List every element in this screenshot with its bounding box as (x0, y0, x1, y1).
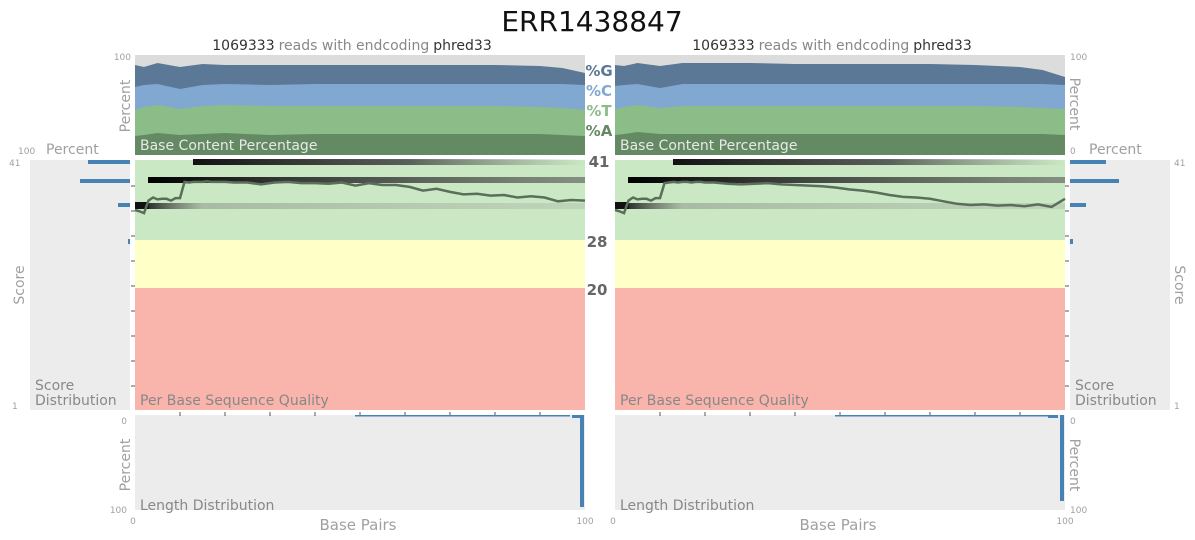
x-100-tick: 100 (576, 517, 593, 527)
length-label: Length Distribution (620, 498, 754, 514)
threshold-28-label: 28 (587, 233, 608, 251)
length-100-tick: 100 (110, 506, 127, 516)
score-41-tick: 41 (1174, 159, 1185, 169)
base-area-a (615, 132, 1065, 155)
quality-good-zone (135, 160, 585, 240)
quality-quantile-band (135, 202, 149, 209)
score-dist-bar (88, 160, 130, 164)
score-distribution-bg (1070, 160, 1170, 410)
quality-y-ticks (1065, 185, 1069, 387)
score-dist-bar (1070, 179, 1119, 183)
score-axis-label: Score (1171, 265, 1187, 304)
score-1-tick: 1 (12, 402, 18, 412)
quality-quantile-band (628, 177, 1065, 183)
read-encoding: phred33 (433, 38, 492, 54)
base-content-chart (615, 63, 1065, 155)
x-0-tick: 0 (130, 517, 136, 527)
score-axis-label: Score (12, 265, 28, 304)
score-distribution-bg (30, 160, 130, 410)
read-encoding: phred33 (913, 38, 972, 54)
length-distribution-bg (135, 415, 585, 510)
legend-t: %T (586, 102, 612, 120)
percent-100-tick: 100 (114, 53, 131, 63)
threshold-41-label: 41 (589, 153, 610, 171)
base-content-label: Base Content Percentage (620, 138, 797, 154)
base-content-chart (135, 63, 585, 155)
quality-good-zone (615, 160, 1065, 240)
quality-quantile-band (615, 202, 629, 209)
quality-label: Per Base Sequence Quality (620, 393, 809, 409)
score-dist-percent-label: Percent (46, 142, 99, 158)
length-0-tick: 0 (121, 417, 127, 427)
score-41-tick: 41 (9, 159, 20, 169)
read-info-left: 1069333 reads with endcoding phred33 (212, 38, 492, 54)
quality-quantile-band (135, 203, 585, 209)
percent-axis-label: Percent (118, 79, 134, 132)
percent-100-tick: 100 (1070, 53, 1087, 63)
score-dist-bar (1070, 203, 1086, 207)
quality-ok-zone (615, 240, 1065, 288)
score-dist-bar (80, 179, 130, 183)
quality-quantile-band (615, 203, 1065, 209)
base-content-label: Base Content Percentage (140, 138, 317, 154)
length-dist-baseline (835, 415, 1050, 417)
report-title: ERR1438847 (501, 5, 682, 38)
percent-axis-label: Percent (1066, 78, 1082, 131)
score-dist-bar (1070, 239, 1073, 244)
quality-ok-zone (135, 240, 585, 288)
quality-bad-zone (615, 288, 1065, 410)
read-info-right: 1069333 reads with endcoding phred33 (692, 38, 972, 54)
score-dist-label-1: Score (35, 378, 74, 394)
score-dist-bar (128, 239, 130, 244)
x-0-tick: 0 (610, 517, 616, 527)
threshold-20-label: 20 (587, 281, 608, 299)
length-percent-label: Percent (118, 438, 134, 491)
quality-y-ticks (131, 185, 135, 387)
panel-left: 1069333 reads with endcoding phred33 Base … (9, 38, 594, 534)
length-dist-bar-peak (1060, 415, 1064, 501)
quality-quantile-band (193, 159, 585, 165)
x-100-tick: 100 (1056, 517, 1073, 527)
quality-quantile-band (148, 177, 585, 183)
read-count: 1069333 (212, 38, 274, 54)
mean-quality-line (614, 180, 1066, 215)
score-dist-label-1: Score (1075, 378, 1114, 394)
score-dist-label-2: Distribution (35, 393, 117, 409)
length-dist-bar (572, 415, 580, 418)
length-label: Length Distribution (140, 498, 274, 514)
score-dist-0-tick: 0 (1070, 147, 1076, 157)
read-count: 1069333 (692, 38, 754, 54)
length-0-tick: 0 (1070, 417, 1076, 427)
length-dist-bar (1048, 415, 1058, 418)
length-x-ticks (659, 412, 1021, 416)
x-axis-label: Base Pairs (799, 516, 876, 534)
quality-label: Per Base Sequence Quality (140, 393, 329, 409)
score-dist-100-tick: 100 (18, 147, 35, 157)
length-100-tick: 100 (1070, 506, 1087, 516)
length-percent-label: Percent (1066, 439, 1082, 492)
read-info-middle: reads with endcoding (759, 38, 910, 54)
score-dist-bar (1070, 160, 1106, 164)
quality-bad-zone (135, 288, 585, 410)
quality-quantile-band (673, 159, 1065, 165)
x-axis-label: Base Pairs (319, 516, 396, 534)
base-area-a (135, 133, 585, 155)
legend-c: %C (586, 82, 612, 100)
score-1-tick: 1 (1174, 402, 1180, 412)
legend-g: %G (585, 62, 612, 80)
score-dist-label-2: Distribution (1075, 393, 1157, 409)
score-dist-bar (118, 203, 130, 207)
score-dist-percent-label: Percent (1089, 142, 1142, 158)
legend-a: %A (586, 122, 613, 140)
panel-right: 1069333 reads with endcoding phred33 Base … (610, 38, 1187, 534)
read-info-middle: reads with endcoding (279, 38, 430, 54)
length-distribution-bg (615, 415, 1065, 510)
length-dist-baseline (355, 415, 570, 417)
length-dist-bar-peak (580, 415, 584, 507)
mean-quality-line (134, 180, 586, 215)
